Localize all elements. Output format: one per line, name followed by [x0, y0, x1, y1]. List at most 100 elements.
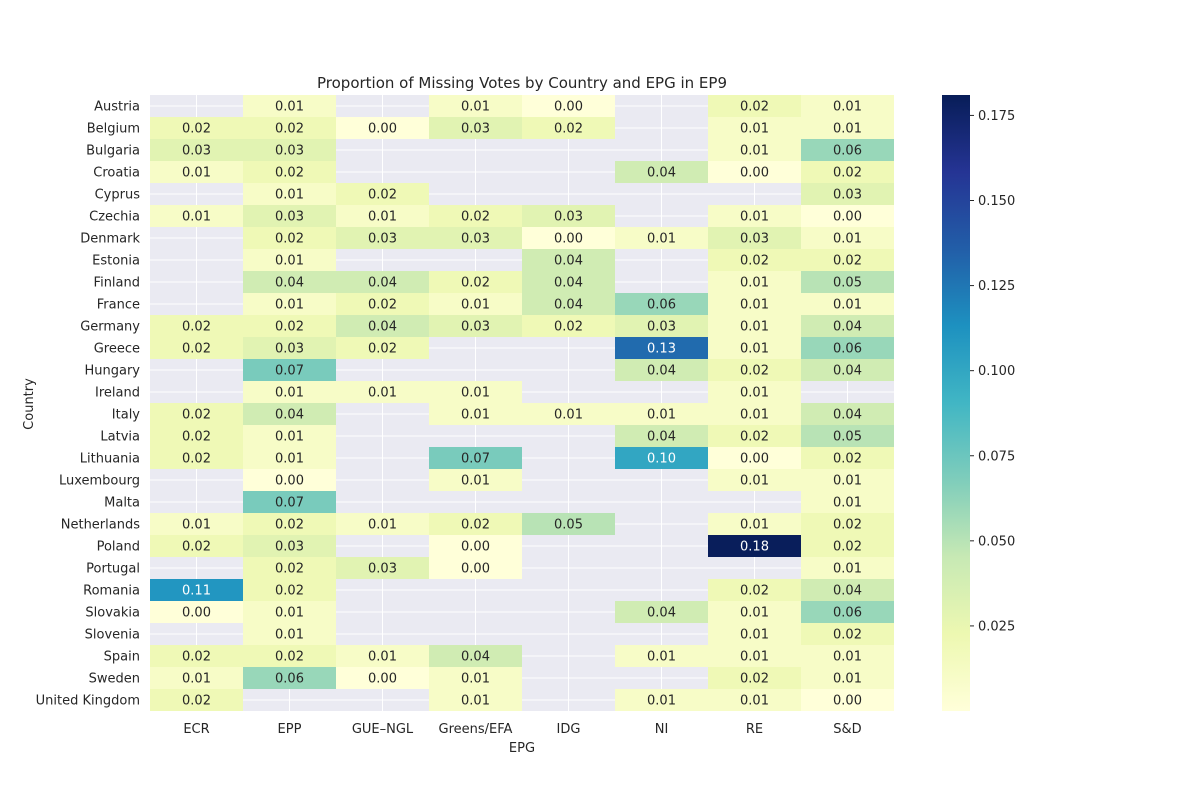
cell-value-label: 0.18 [740, 540, 769, 555]
y-tick-label: United Kingdom [36, 694, 140, 709]
y-tick-label: Austria [94, 100, 140, 115]
heatmap-cell [243, 403, 336, 425]
heatmap-cell [801, 315, 894, 337]
cell-value-label: 0.05 [833, 430, 862, 445]
cell-value-label: 0.01 [461, 386, 490, 401]
cell-value-label: 0.01 [275, 606, 304, 621]
cell-value-label: 0.03 [182, 144, 211, 159]
cell-value-label: 0.01 [461, 408, 490, 423]
cell-value-label: 0.03 [740, 232, 769, 247]
cell-value-label: 0.04 [275, 408, 304, 423]
cell-value-label: 0.03 [275, 342, 304, 357]
cell-value-label: 0.03 [275, 144, 304, 159]
heatmap-cell [243, 535, 336, 557]
cell-value-label: 0.04 [833, 408, 862, 423]
cell-value-label: 0.02 [182, 650, 211, 665]
cell-value-label: 0.01 [647, 694, 676, 709]
heatmap-cell [708, 271, 801, 293]
y-tick-label: Czechia [89, 210, 140, 225]
heatmap-cell [801, 205, 894, 227]
cell-value-label: 0.01 [275, 188, 304, 203]
cell-value-label: 0.01 [740, 474, 769, 489]
heatmap-cell [150, 579, 243, 601]
cell-value-label: 0.02 [833, 540, 862, 555]
heatmap-cell [708, 249, 801, 271]
cell-value-label: 0.01 [833, 672, 862, 687]
cell-value-label: 0.02 [275, 232, 304, 247]
colorbar-tick-label: 0.175 [978, 109, 1015, 124]
cell-value-label: 0.01 [368, 386, 397, 401]
cell-value-label: 0.02 [182, 694, 211, 709]
cell-value-label: 0.02 [368, 298, 397, 313]
cell-value-label: 0.01 [461, 672, 490, 687]
cell-value-label: 0.02 [740, 364, 769, 379]
heatmap-cell [243, 667, 336, 689]
x-tick-label: Greens/EFA [439, 722, 513, 737]
heatmap-cell [522, 403, 615, 425]
cell-value-label: 0.01 [740, 276, 769, 291]
cell-value-label: 0.00 [833, 694, 862, 709]
cell-value-label: 0.02 [833, 628, 862, 643]
cell-value-label: 0.03 [368, 232, 397, 247]
heatmap-cell [336, 667, 429, 689]
y-tick-label: Romania [83, 584, 140, 599]
heatmap-cell [801, 491, 894, 513]
heatmap-cell [243, 161, 336, 183]
y-axis-label: Country [22, 378, 37, 430]
cell-value-label: 0.01 [368, 518, 397, 533]
cell-value-label: 0.03 [368, 562, 397, 577]
heatmap-cell [429, 667, 522, 689]
heatmap-cell [708, 293, 801, 315]
heatmap-cell [243, 315, 336, 337]
heatmap-cell [429, 271, 522, 293]
plot-area: 0.01 0.01 0.00 0.02 0.01 0.02 0.02 0.00 0.03 0.02… [150, 95, 894, 711]
cell-value-label: 0.00 [461, 540, 490, 555]
x-tick-label: IDG [557, 722, 581, 737]
heatmap-cell [522, 513, 615, 535]
heatmap-cell [150, 689, 243, 711]
heatmap-cell [429, 535, 522, 557]
cell-value-label: 0.01 [740, 650, 769, 665]
cell-value-label: 0.00 [833, 210, 862, 225]
heatmap-cell [522, 205, 615, 227]
y-tick-label: Finland [94, 276, 140, 291]
cell-value-label: 0.13 [647, 342, 676, 357]
y-tick-label: Slovakia [85, 606, 140, 621]
y-tick-label: Latvia [100, 430, 140, 445]
cell-value-label: 0.02 [275, 122, 304, 137]
heatmap-cell [708, 227, 801, 249]
cell-value-label: 0.04 [833, 320, 862, 335]
cell-value-label: 0.00 [368, 672, 397, 687]
cell-value-label: 0.02 [740, 672, 769, 687]
cell-value-label: 0.01 [740, 298, 769, 313]
heatmap-cell [522, 293, 615, 315]
cell-value-label: 0.02 [740, 100, 769, 115]
cell-value-label: 0.01 [833, 650, 862, 665]
cell-value-label: 0.03 [647, 320, 676, 335]
cell-value-label: 0.02 [182, 452, 211, 467]
heatmap-cell [615, 315, 708, 337]
heatmap-cell [615, 403, 708, 425]
cell-value-label: 0.02 [182, 122, 211, 137]
heatmap-cell [615, 293, 708, 315]
heatmap-cell [429, 513, 522, 535]
y-tick-label: Sweden [89, 672, 140, 687]
cell-value-label: 0.01 [740, 144, 769, 159]
cell-value-label: 0.06 [833, 606, 862, 621]
y-tick-label: Spain [104, 650, 140, 665]
heatmap-cell [522, 117, 615, 139]
heatmap-cell [150, 447, 243, 469]
cell-value-label: 0.02 [182, 408, 211, 423]
y-tick-label: Slovenia [85, 628, 140, 643]
cell-value-label: 0.04 [461, 650, 490, 665]
cell-value-label: 0.05 [833, 276, 862, 291]
cell-value-label: 0.04 [368, 320, 397, 335]
heatmap-cell [150, 667, 243, 689]
heatmap-cell [150, 601, 243, 623]
y-tick-label: Belgium [87, 122, 140, 137]
cell-value-label: 0.02 [182, 540, 211, 555]
heatmap-cell [336, 293, 429, 315]
heatmap-cell [801, 469, 894, 491]
heatmap-cell [801, 293, 894, 315]
cell-value-label: 0.00 [182, 606, 211, 621]
